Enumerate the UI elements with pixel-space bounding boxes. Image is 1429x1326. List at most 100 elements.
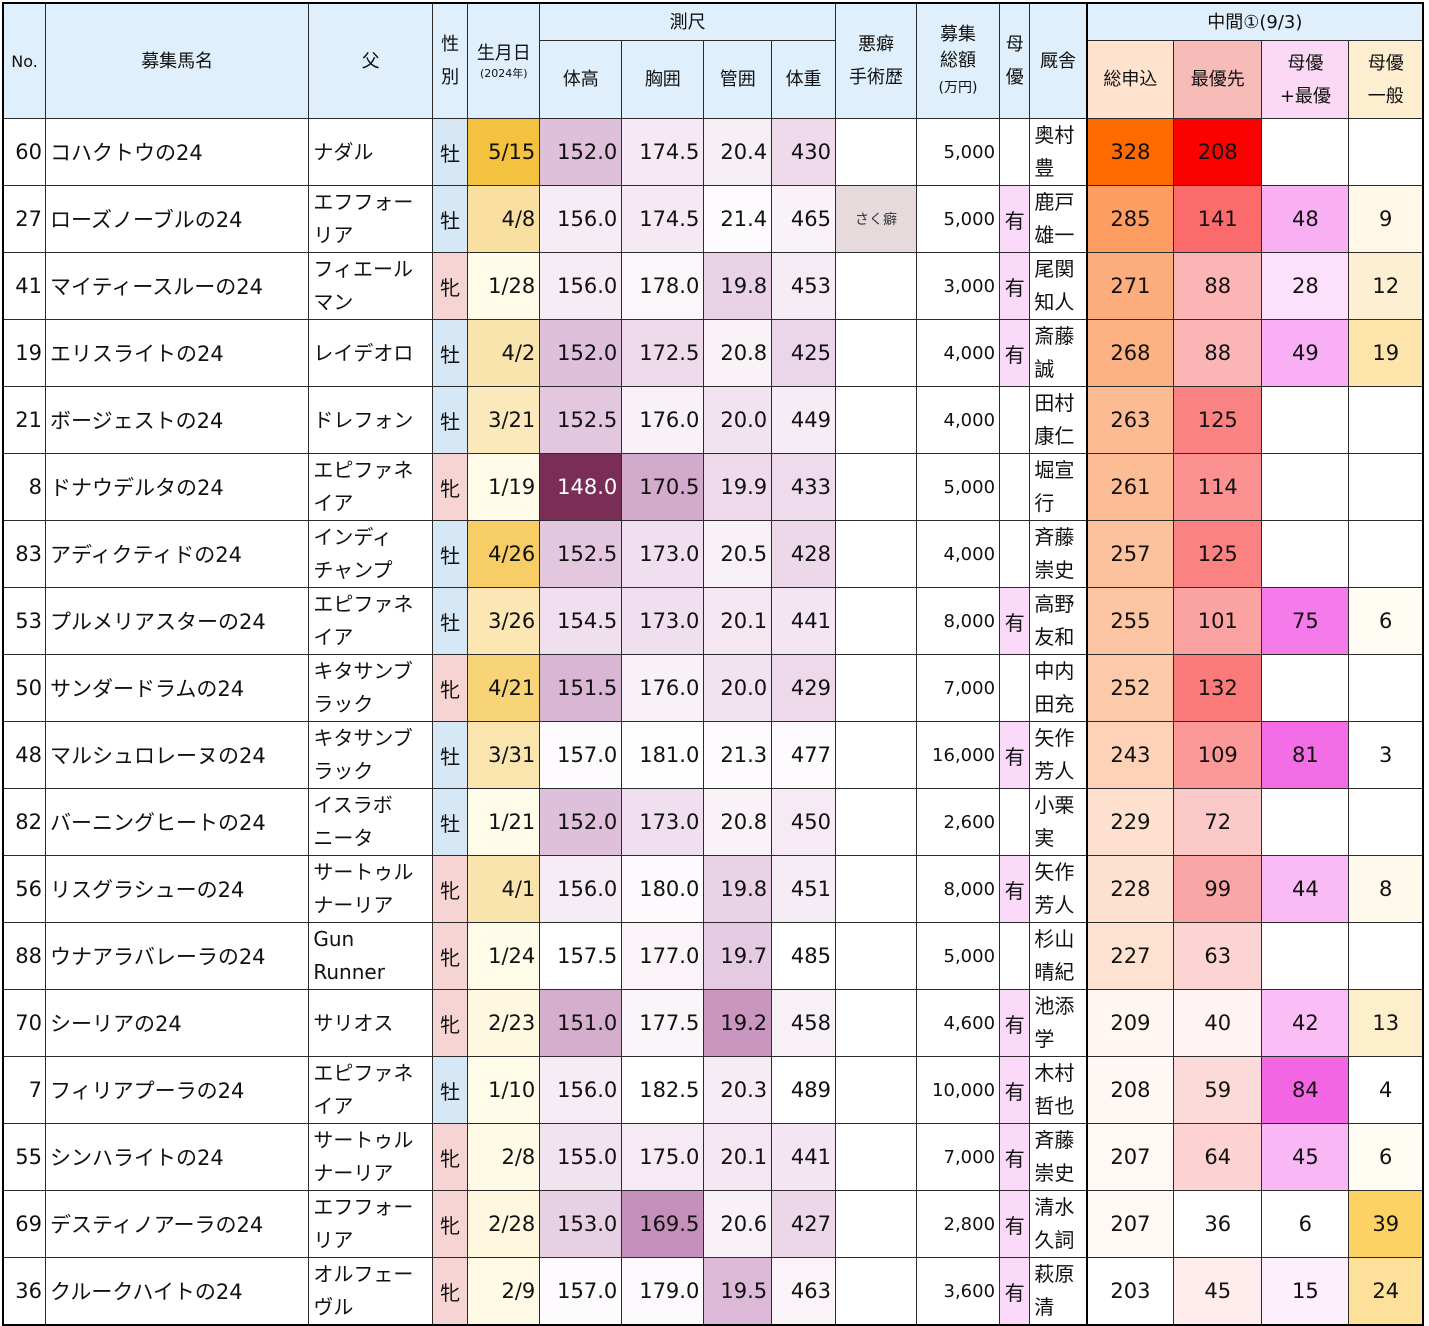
sire-name-line2: ラック xyxy=(313,692,374,716)
total-applications: 257 xyxy=(1085,520,1175,588)
header-dam-plus-top: 母優 +最優 xyxy=(1261,40,1350,119)
sire-name-line2: イア xyxy=(313,1094,354,1118)
sire-name: レイデオロ xyxy=(308,319,433,387)
header-fund: 募集 総額 (万円) xyxy=(915,2,1001,119)
birthdate: 2/23 xyxy=(467,989,541,1057)
header-sex: 性 別 xyxy=(431,2,469,119)
top-priority: 36 xyxy=(1173,1190,1263,1258)
dam-general: 12 xyxy=(1348,252,1424,320)
total-applications: 207 xyxy=(1085,1123,1175,1191)
girth-value: 178.0 xyxy=(621,252,705,320)
sire-name-line2: ニータ xyxy=(313,826,374,850)
header-girth: 胸囲 xyxy=(621,40,705,119)
vice-surgery xyxy=(834,252,917,320)
dam-general: 3 xyxy=(1348,721,1424,789)
top-priority: 99 xyxy=(1173,855,1263,923)
sire-name: エフフォー リア xyxy=(308,185,433,253)
row-number: 21 xyxy=(2,386,47,454)
sire-name: ナダル xyxy=(308,118,433,186)
horse-name: マルシュロレーヌの24 xyxy=(45,721,310,789)
sire-name-line1: オルフェー xyxy=(313,1262,414,1286)
cannon-value: 20.1 xyxy=(703,1123,773,1191)
stable-name-line1: 高野 xyxy=(1034,592,1075,616)
total-applications: 255 xyxy=(1085,587,1175,655)
row-number: 48 xyxy=(2,721,47,789)
stable-name-line2: 久詞 xyxy=(1034,1228,1075,1252)
top-priority: 88 xyxy=(1173,252,1263,320)
sire-name: エピファネ イア xyxy=(308,453,433,521)
top-priority: 88 xyxy=(1173,319,1263,387)
stable-name-line1: 斉藤 xyxy=(1034,1128,1075,1152)
girth-value: 173.0 xyxy=(621,587,705,655)
stable-name: 中内 田充 xyxy=(1029,654,1088,722)
sire-name-line1: キタサンブ xyxy=(313,659,413,683)
sex-cell: 牝 xyxy=(431,922,469,990)
sire-name-line2: ナーリア xyxy=(313,1161,394,1185)
vice-surgery xyxy=(834,721,917,789)
height-value: 152.5 xyxy=(539,386,623,454)
vice-surgery xyxy=(834,1257,917,1326)
sex-cell: 牝 xyxy=(431,1257,469,1326)
vice-surgery xyxy=(834,855,917,923)
sire-name: サートゥル ナーリア xyxy=(308,1123,433,1191)
fund-total: 5,000 xyxy=(915,185,1001,253)
birthdate: 1/21 xyxy=(467,788,541,856)
birthdate: 3/31 xyxy=(467,721,541,789)
girth-value: 181.0 xyxy=(621,721,705,789)
header-dam-plus-top-1: 母優 xyxy=(1287,52,1324,74)
dam-general xyxy=(1348,520,1424,588)
dam-general: 39 xyxy=(1348,1190,1424,1258)
girth-value: 170.5 xyxy=(621,453,705,521)
header-dam-plus-top-2: +最優 xyxy=(1279,85,1331,107)
sire-name-line1: エピファネ xyxy=(313,458,414,482)
table-row: 60 コハクトウの24 ナダル 牡 5/15 152.0 174.5 20.4 430 5,000… xyxy=(2,118,1424,186)
header-fund-mid: 総額 xyxy=(940,49,976,71)
fund-total: 3,000 xyxy=(915,252,1001,320)
girth-value: 173.0 xyxy=(621,788,705,856)
dam-general: 24 xyxy=(1348,1257,1424,1326)
total-applications: 271 xyxy=(1085,252,1175,320)
sire-name: キタサンブ ラック xyxy=(308,654,433,722)
stable-name-line1: 奥村 xyxy=(1034,123,1075,147)
dam-general xyxy=(1348,788,1424,856)
height-value: 152.0 xyxy=(539,319,623,387)
top-priority: 208 xyxy=(1173,118,1263,186)
stable-name: 鹿戸 雄一 xyxy=(1029,185,1088,253)
stable-name-line2: 崇史 xyxy=(1034,558,1075,582)
girth-value: 177.0 xyxy=(621,922,705,990)
header-top-priority: 最優先 xyxy=(1173,40,1263,119)
dam-plus-top xyxy=(1261,654,1350,722)
cannon-value: 19.8 xyxy=(703,252,773,320)
cannon-value: 19.2 xyxy=(703,989,773,1057)
weight-value: 451 xyxy=(771,855,836,923)
dam-general: 6 xyxy=(1348,1123,1424,1191)
stable-name: 清水 久詞 xyxy=(1029,1190,1088,1258)
horse-name: シーリアの24 xyxy=(45,989,310,1057)
vice-surgery xyxy=(834,1190,917,1258)
height-value: 157.0 xyxy=(539,1257,623,1326)
header-dam-general-2: 一般 xyxy=(1367,85,1404,107)
sire-name-line2: イア xyxy=(313,491,354,515)
dam-pref xyxy=(999,520,1031,588)
total-applications: 209 xyxy=(1085,989,1175,1057)
sire-name-line1: サートゥル xyxy=(313,1128,414,1152)
header-weight: 体重 xyxy=(771,40,836,119)
fund-total: 5,000 xyxy=(915,118,1001,186)
row-number: 53 xyxy=(2,587,47,655)
sire-name-line1: エフフォー xyxy=(313,1195,414,1219)
cannon-value: 19.5 xyxy=(703,1257,773,1326)
top-priority: 72 xyxy=(1173,788,1263,856)
header-dam-bottom: 優 xyxy=(1005,67,1024,88)
stable-name-line1: 鹿戸 xyxy=(1034,190,1075,214)
total-applications: 208 xyxy=(1085,1056,1175,1124)
horse-name: ドナウデルタの24 xyxy=(45,453,310,521)
vice-surgery xyxy=(834,788,917,856)
sire-name-line2: マン xyxy=(313,290,354,314)
weight-value: 429 xyxy=(771,654,836,722)
sire-name: エピファネ イア xyxy=(308,1056,433,1124)
header-sex-bottom: 別 xyxy=(441,67,460,88)
sire-name-line2: ラック xyxy=(313,759,374,783)
dam-plus-top: 84 xyxy=(1261,1056,1350,1124)
dam-pref: 有 xyxy=(999,721,1031,789)
